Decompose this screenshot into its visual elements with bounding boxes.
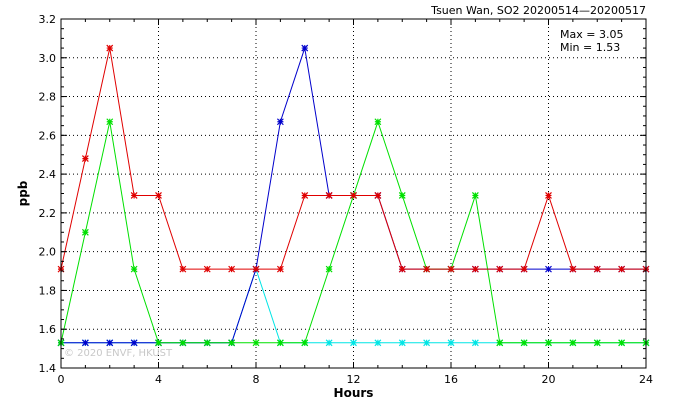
data-point — [301, 44, 309, 52]
x-tick-label: 12 — [347, 373, 361, 386]
data-point — [252, 265, 260, 273]
x-tick-label: 4 — [155, 373, 162, 386]
grid-layer — [61, 19, 646, 368]
data-point — [374, 192, 382, 199]
data-point — [130, 265, 138, 273]
data-point — [276, 118, 284, 126]
data-point — [545, 265, 552, 273]
y-tick-label: 2.2 — [39, 207, 57, 220]
data-point — [325, 265, 333, 273]
data-point — [276, 265, 284, 273]
data-point — [179, 265, 187, 273]
data-point — [130, 192, 138, 199]
data-point — [520, 265, 528, 273]
y-tick-label: 2.4 — [39, 168, 57, 181]
x-tick-label: 16 — [444, 373, 458, 386]
data-point — [618, 265, 626, 273]
min-annotation: Min = 1.53 — [560, 41, 620, 54]
max-annotation: Max = 3.05 — [560, 28, 623, 41]
y-tick-label: 1.4 — [39, 362, 57, 375]
data-point — [203, 339, 211, 347]
data-point — [447, 265, 455, 273]
data-point — [618, 339, 626, 347]
data-point — [155, 339, 162, 347]
data-point — [545, 192, 552, 199]
data-point — [398, 192, 406, 199]
series-layer — [57, 44, 650, 347]
data-point — [155, 192, 162, 199]
y-axis-label: ppb — [16, 180, 30, 206]
y-tick-label: 1.8 — [39, 284, 57, 297]
data-point — [130, 339, 138, 347]
tick-layer: 0 4 8 12 16 20 24 1.4 1.6 1.8 2.0 2.2 2.4 2.6 2.8 3.0 3.… — [39, 13, 654, 386]
data-point — [106, 44, 114, 52]
data-point — [276, 339, 284, 347]
x-tick-label: 8 — [253, 373, 260, 386]
x-tick-label: 20 — [542, 373, 556, 386]
y-tick-label: 2.6 — [39, 129, 57, 142]
data-point — [545, 339, 552, 347]
data-point — [423, 339, 431, 347]
data-point — [203, 265, 211, 273]
data-point — [398, 339, 406, 347]
data-point — [471, 265, 479, 273]
data-point — [496, 265, 504, 273]
y-tick-label: 2.0 — [39, 246, 57, 259]
data-point — [228, 339, 236, 347]
x-tick-label: 0 — [58, 373, 65, 386]
data-point — [350, 339, 357, 347]
data-point — [569, 265, 577, 273]
data-point — [81, 155, 89, 163]
data-point — [81, 228, 89, 236]
watermark: © 2020 ENVF, HKUST — [64, 348, 173, 359]
y-tick-label: 2.8 — [39, 91, 57, 104]
data-point — [325, 339, 333, 347]
data-point — [106, 339, 114, 347]
data-point — [374, 118, 382, 126]
data-point — [252, 339, 260, 347]
chart-title: Tsuen Wan, SO2 20200514—20200517 — [430, 4, 646, 17]
data-point — [496, 339, 504, 347]
data-point — [471, 339, 479, 347]
data-point — [106, 118, 114, 126]
series-line — [60, 120, 646, 344]
data-point — [301, 339, 309, 347]
data-point — [81, 339, 89, 347]
y-tick-label: 3.2 — [39, 13, 57, 26]
data-point — [350, 192, 357, 199]
x-tick-label: 24 — [639, 373, 653, 386]
data-point — [301, 192, 309, 199]
data-point — [423, 265, 431, 273]
y-tick-label: 3.0 — [39, 52, 57, 65]
data-point — [471, 192, 479, 199]
series — [57, 44, 650, 273]
x-axis-label: Hours — [334, 386, 374, 400]
y-tick-label: 1.6 — [39, 323, 57, 336]
data-point — [398, 265, 406, 273]
data-point — [593, 265, 601, 273]
data-point — [325, 192, 333, 199]
data-point — [593, 339, 601, 347]
data-point — [179, 339, 187, 347]
data-point — [374, 339, 382, 347]
data-point — [569, 339, 577, 347]
data-point — [520, 339, 528, 347]
data-point — [447, 339, 455, 347]
data-point — [228, 265, 236, 273]
